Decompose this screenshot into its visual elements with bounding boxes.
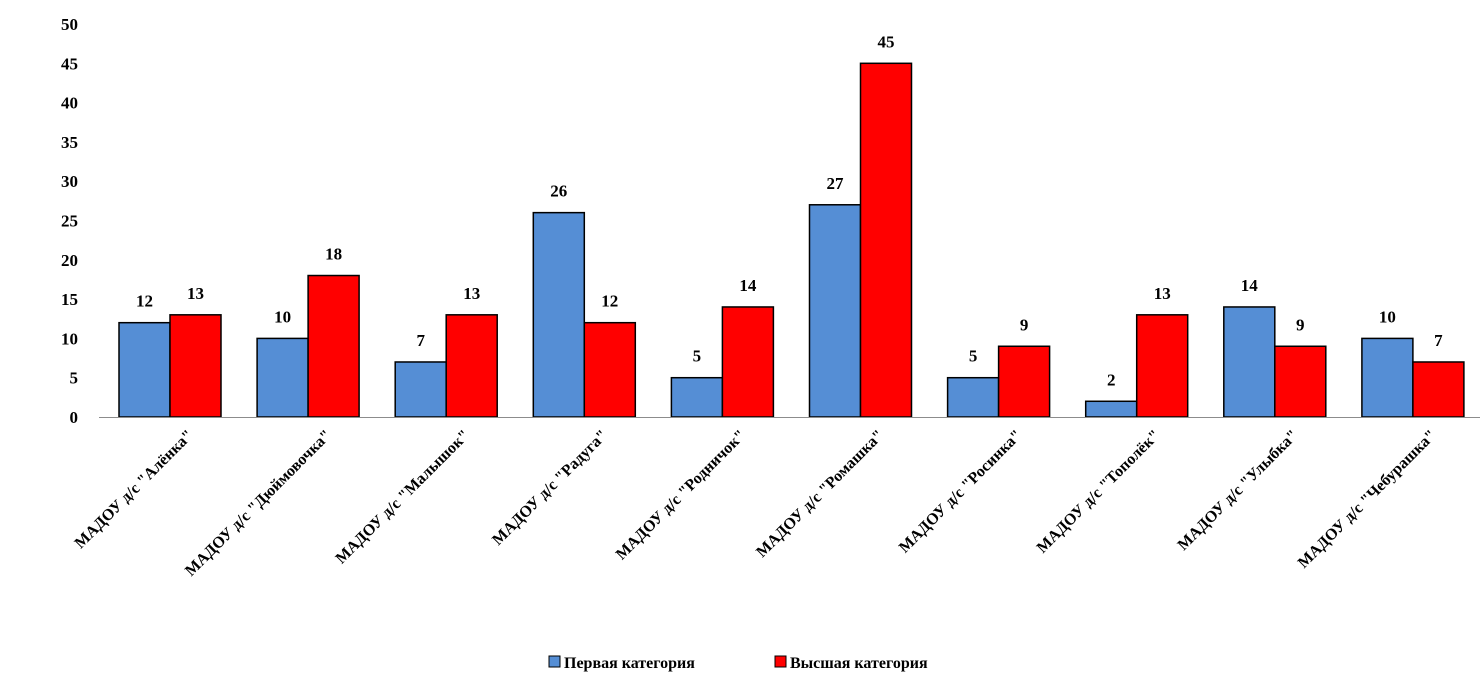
category-label: МАДОУ д/с "Росинка" [896, 427, 1026, 557]
y-tick-label: 45 [61, 54, 78, 73]
y-tick-label: 50 [61, 15, 78, 34]
category-label: МАДОУ д/с "Улыбка" [1175, 427, 1302, 554]
bar-series-1-category-5 [859, 62, 913, 418]
category-label: МАДОУ д/с "Родничок" [613, 427, 750, 564]
bars [118, 62, 1465, 418]
data-label: 12 [601, 292, 618, 311]
bar-series-1-category-8 [1274, 345, 1327, 418]
bar-series-0-category-2 [394, 361, 447, 418]
bar-series-0-category-5 [808, 204, 862, 418]
data-label: 7 [1434, 331, 1443, 350]
bar-series-0-category-6 [946, 376, 1000, 418]
legend-swatch [774, 655, 787, 668]
data-labels: 12 10 7 26 5 27 5 2 14 10 13 18 13 12 14 45 9 13 9 7 [136, 32, 1443, 389]
legend: Первая категория Высшая категория [548, 655, 928, 672]
bar-series-1-category-7 [1135, 314, 1189, 418]
bar-series-1-category-2 [445, 314, 498, 418]
data-label: 5 [969, 347, 978, 366]
data-label: 10 [1379, 307, 1396, 326]
bar-series-1-category-1 [307, 274, 360, 418]
data-label: 26 [550, 182, 567, 201]
x-axis-category-labels: МАДОУ д/с "Алёнка"МАДОУ д/с "Дюймовочка"… [72, 427, 1440, 580]
bar-series-0-category-7 [1084, 400, 1138, 418]
category-label: МАДОУ д/с "Тополёк" [1034, 427, 1164, 557]
data-label: 2 [1107, 370, 1116, 389]
bar-series-0-category-0 [118, 321, 171, 418]
bar-series-0-category-9 [1361, 337, 1414, 418]
legend-swatch [548, 655, 561, 668]
legend-label: Высшая категория [790, 655, 928, 672]
y-tick-label: 10 [61, 329, 78, 348]
data-label: 13 [463, 284, 480, 303]
y-tick-label: 35 [61, 133, 78, 152]
y-tick-label: 20 [61, 251, 78, 270]
bar-series-0-category-4 [670, 376, 724, 418]
data-label: 5 [693, 347, 702, 366]
data-label: 27 [827, 174, 845, 193]
data-label: 45 [878, 32, 895, 51]
category-label: МАДОУ д/с "Ромашка" [753, 427, 887, 561]
bar-series-1-category-4 [721, 306, 775, 418]
data-label: 12 [136, 292, 153, 311]
y-tick-label: 30 [61, 172, 78, 191]
data-label: 14 [739, 276, 757, 295]
y-tick-label: 40 [61, 94, 78, 113]
bar-series-1-category-0 [169, 314, 222, 418]
category-label: МАДОУ д/с "Алёнка" [72, 427, 197, 552]
data-label: 10 [274, 307, 291, 326]
y-tick-label: 5 [70, 369, 79, 388]
y-tick-label: 25 [61, 212, 78, 231]
category-label: МАДОУ д/с "Радуга" [489, 427, 611, 549]
bar-series-0-category-3 [532, 211, 586, 418]
data-label: 18 [325, 245, 342, 264]
y-tick-label: 0 [70, 408, 79, 427]
bar-series-1-category-9 [1412, 361, 1465, 418]
data-label: 14 [1241, 276, 1259, 295]
data-label: 7 [416, 331, 425, 350]
bar-series-1-category-6 [997, 345, 1051, 418]
bar-series-1-category-3 [583, 321, 637, 418]
y-tick-label: 15 [61, 290, 78, 309]
y-axis-ticks: 0 5 10 15 20 25 30 35 40 45 50 [61, 15, 78, 427]
data-label: 9 [1020, 315, 1029, 334]
data-label: 13 [1154, 284, 1171, 303]
category-label: МАДОУ д/с "Малышок" [333, 427, 474, 568]
data-label: 13 [187, 284, 204, 303]
bar-series-0-category-8 [1223, 306, 1276, 418]
category-label: МАДОУ д/с "Чебурашка" [1295, 427, 1440, 572]
bar-series-0-category-1 [256, 337, 309, 418]
category-label: МАДОУ д/с "Дюймовочка" [182, 427, 335, 580]
data-label: 9 [1296, 315, 1305, 334]
legend-label: Первая категория [564, 655, 695, 672]
